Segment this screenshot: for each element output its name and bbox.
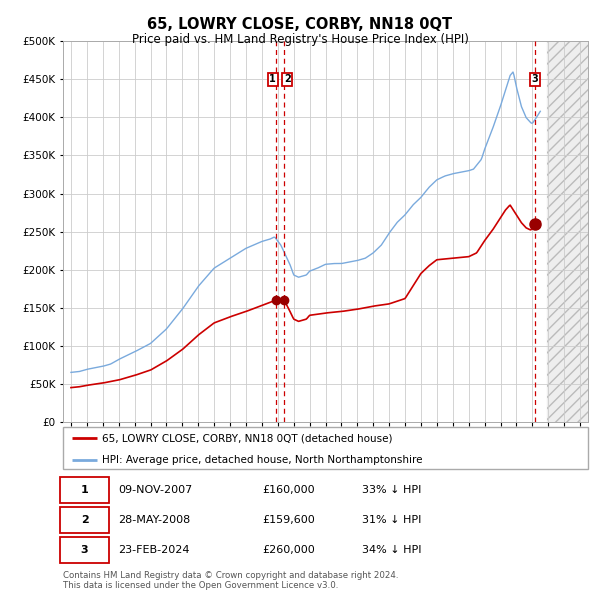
- Text: £260,000: £260,000: [263, 545, 315, 555]
- Text: 28-MAY-2008: 28-MAY-2008: [118, 515, 190, 525]
- Text: 2: 2: [80, 515, 88, 525]
- Text: 1: 1: [269, 74, 276, 84]
- Text: 1: 1: [80, 485, 88, 495]
- Text: £160,000: £160,000: [263, 485, 315, 495]
- Bar: [547, 41, 588, 422]
- FancyBboxPatch shape: [61, 477, 109, 503]
- Text: HPI: Average price, detached house, North Northamptonshire: HPI: Average price, detached house, Nort…: [103, 455, 423, 465]
- Text: £159,600: £159,600: [263, 515, 315, 525]
- Text: 65, LOWRY CLOSE, CORBY, NN18 0QT (detached house): 65, LOWRY CLOSE, CORBY, NN18 0QT (detach…: [103, 434, 393, 444]
- Text: 31% ↓ HPI: 31% ↓ HPI: [362, 515, 422, 525]
- Text: Price paid vs. HM Land Registry's House Price Index (HPI): Price paid vs. HM Land Registry's House …: [131, 33, 469, 46]
- Text: 65, LOWRY CLOSE, CORBY, NN18 0QT: 65, LOWRY CLOSE, CORBY, NN18 0QT: [148, 17, 452, 31]
- Text: This data is licensed under the Open Government Licence v3.0.: This data is licensed under the Open Gov…: [63, 581, 338, 589]
- Text: 33% ↓ HPI: 33% ↓ HPI: [362, 485, 422, 495]
- Bar: [547, 41, 588, 422]
- Text: 3: 3: [532, 74, 538, 84]
- FancyBboxPatch shape: [61, 536, 109, 563]
- Text: 3: 3: [81, 545, 88, 555]
- Text: 2: 2: [284, 74, 290, 84]
- Text: 09-NOV-2007: 09-NOV-2007: [118, 485, 193, 495]
- Text: 34% ↓ HPI: 34% ↓ HPI: [362, 545, 422, 555]
- Text: 23-FEB-2024: 23-FEB-2024: [118, 545, 190, 555]
- FancyBboxPatch shape: [61, 507, 109, 533]
- Text: Contains HM Land Registry data © Crown copyright and database right 2024.: Contains HM Land Registry data © Crown c…: [63, 571, 398, 579]
